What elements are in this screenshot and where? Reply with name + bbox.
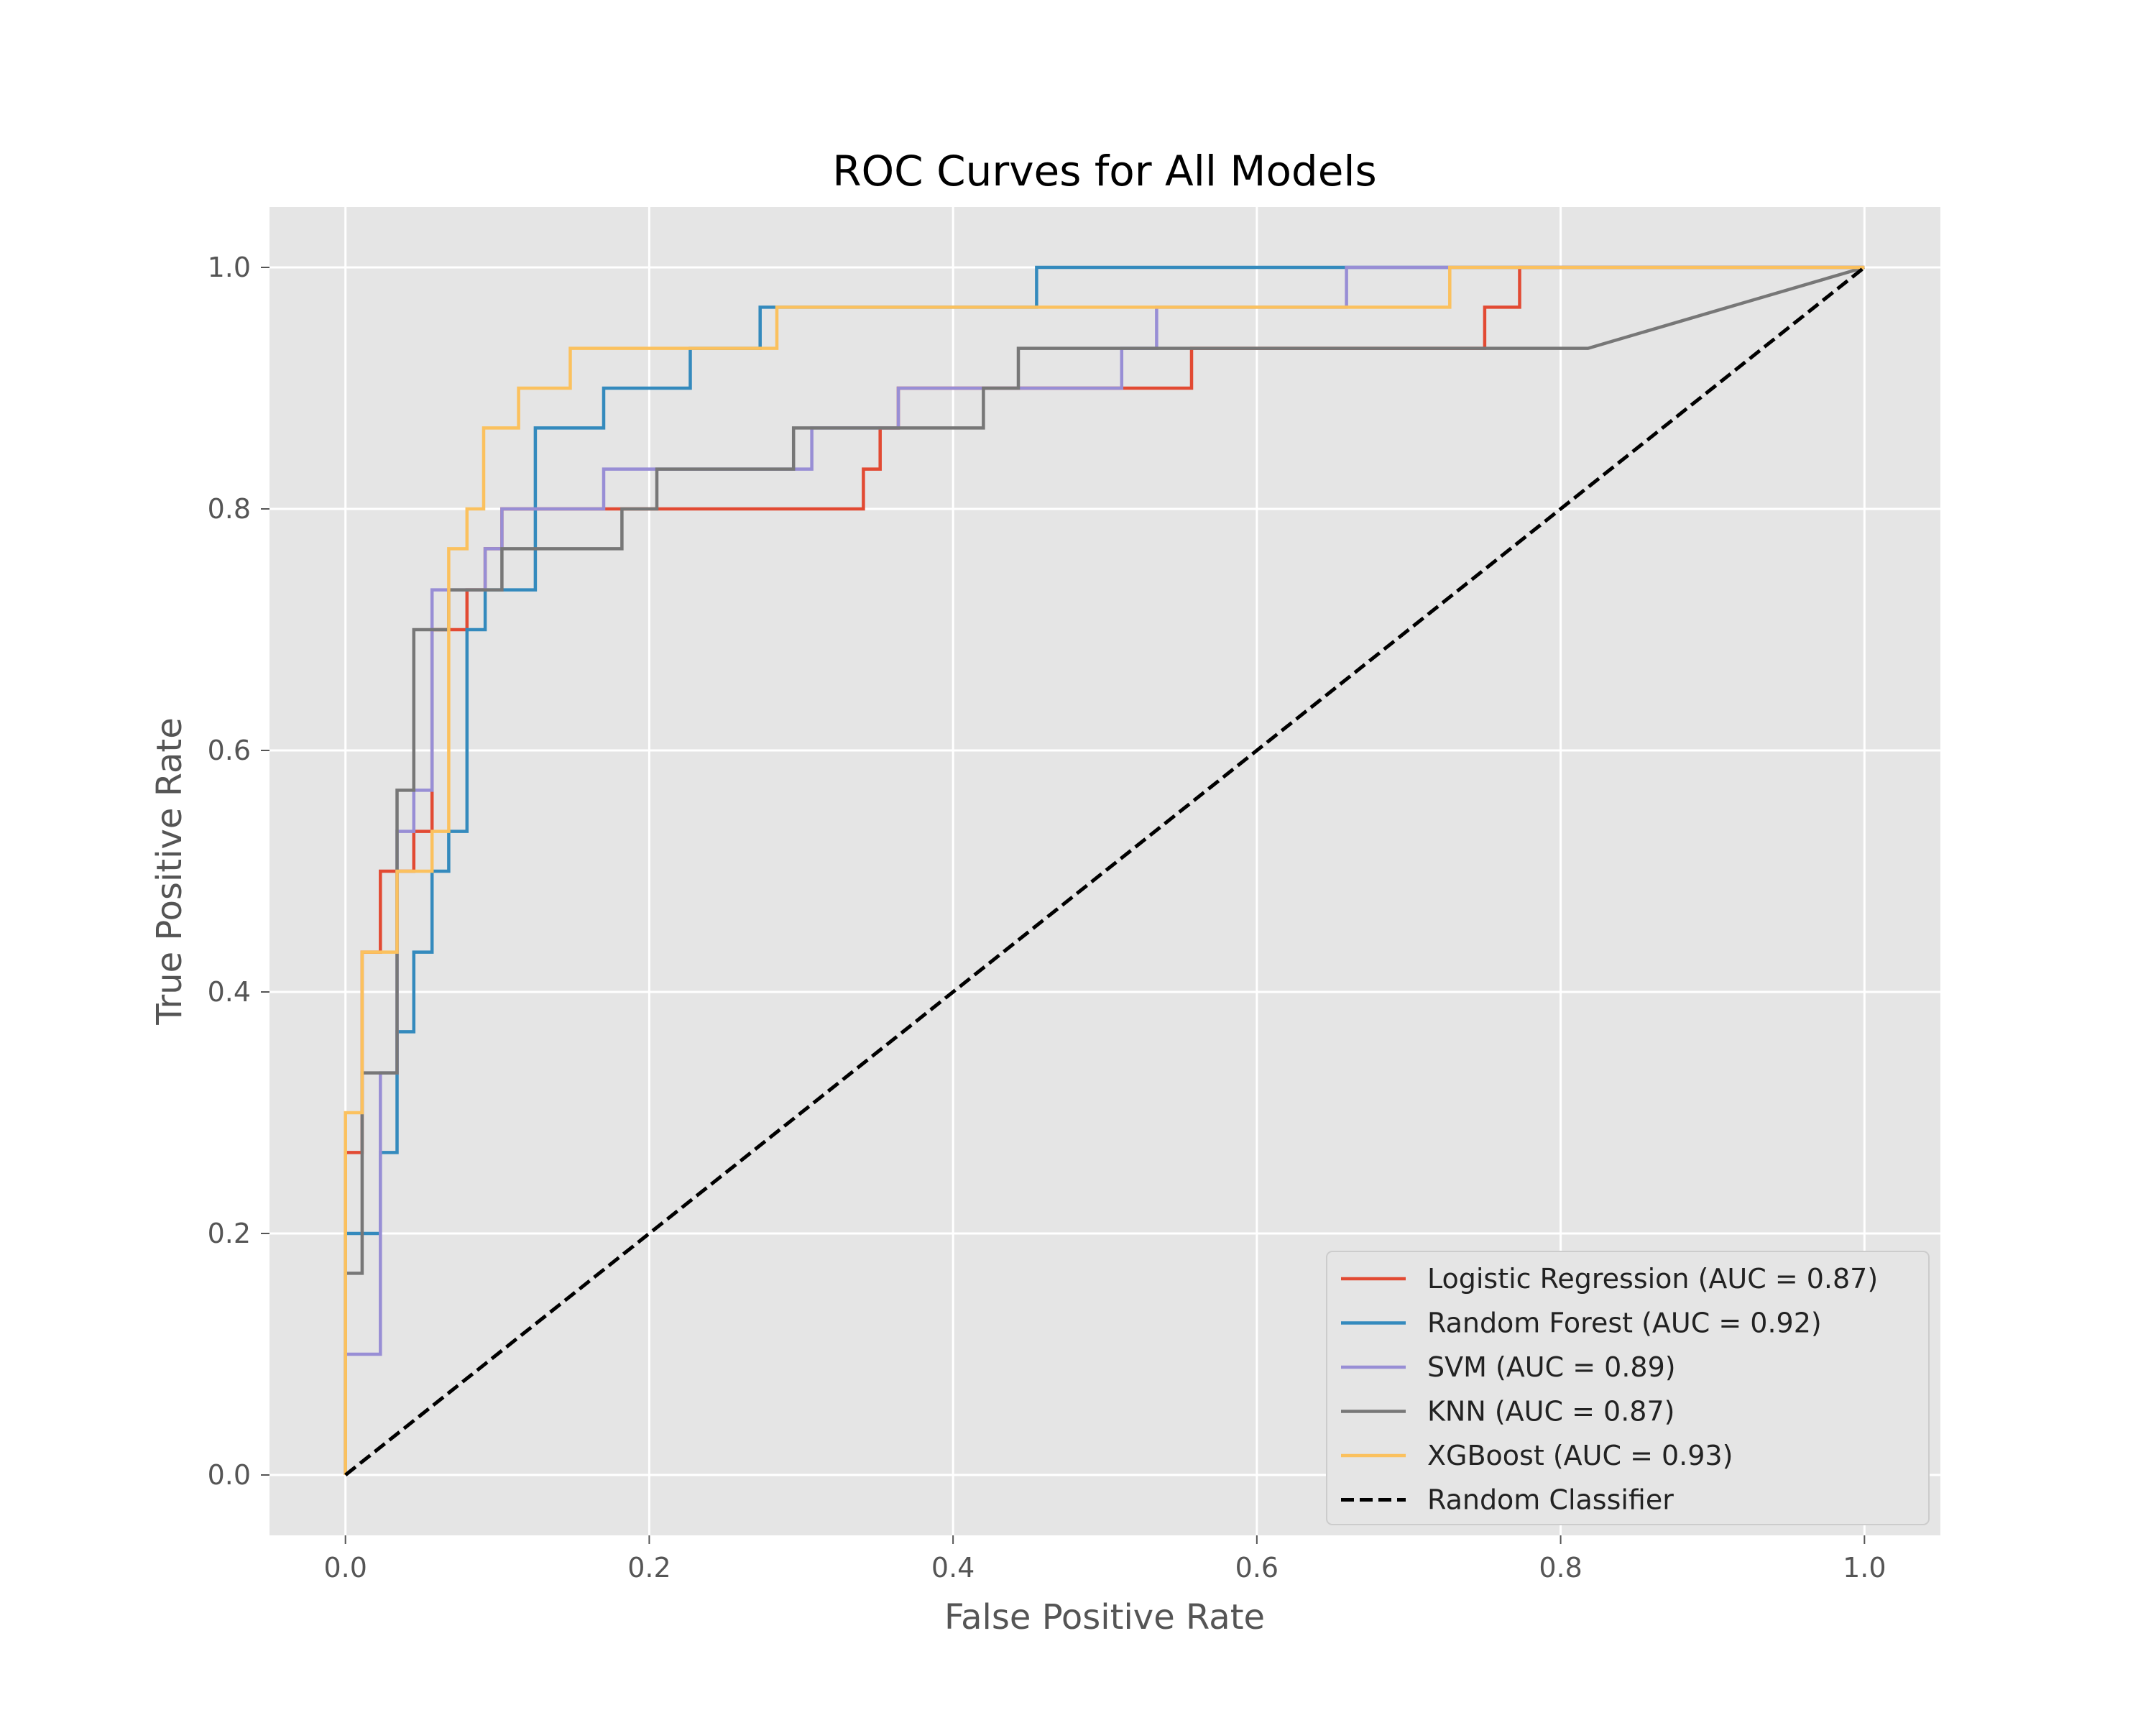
y-tick-label: 0.4	[208, 976, 251, 1008]
legend: Logistic Regression (AUC = 0.87) Random F…	[1326, 1251, 1930, 1525]
series-line-3	[344, 265, 1865, 1475]
x-axis-label: False Positive Rate	[944, 1597, 1265, 1637]
legend-label: Random Forest (AUC = 0.92)	[1427, 1308, 1822, 1339]
series-line-5	[344, 266, 1866, 1476]
legend-label: Logistic Regression (AUC = 0.87)	[1427, 1263, 1878, 1295]
x-axis-ticks: 0.0 0.2 0.4 0.6 0.8 1.0	[323, 1535, 1886, 1584]
y-tick-label: 0.6	[208, 735, 251, 766]
legend-label: SVM (AUC = 0.89)	[1427, 1351, 1676, 1383]
legend-label: XGBoost (AUC = 0.93)	[1427, 1440, 1733, 1471]
legend-frame	[1326, 1251, 1930, 1525]
y-tick-label: 0.2	[208, 1218, 251, 1249]
series-lines	[344, 265, 1866, 1476]
x-tick-label: 0.8	[1539, 1552, 1582, 1584]
x-tick-label: 1.0	[1843, 1552, 1886, 1584]
legend-label: KNN (AUC = 0.87)	[1427, 1396, 1674, 1428]
y-axis-ticks: 0.0 0.2 0.4 0.6 0.8 1.0	[208, 252, 270, 1491]
legend-label: Random Classifier	[1427, 1484, 1674, 1516]
series-line-4	[344, 265, 1865, 1475]
x-tick-label: 0.4	[931, 1552, 975, 1584]
y-tick-label: 1.0	[208, 252, 251, 283]
y-tick-label: 0.0	[208, 1459, 251, 1491]
y-tick-label: 0.8	[208, 493, 251, 525]
x-tick-label: 0.6	[1235, 1552, 1279, 1584]
x-tick-label: 0.0	[323, 1552, 367, 1584]
y-axis-label: True Positive Rate	[149, 717, 190, 1026]
x-tick-label: 0.2	[627, 1552, 671, 1584]
chart-title: ROC Curves for All Models	[832, 147, 1377, 196]
